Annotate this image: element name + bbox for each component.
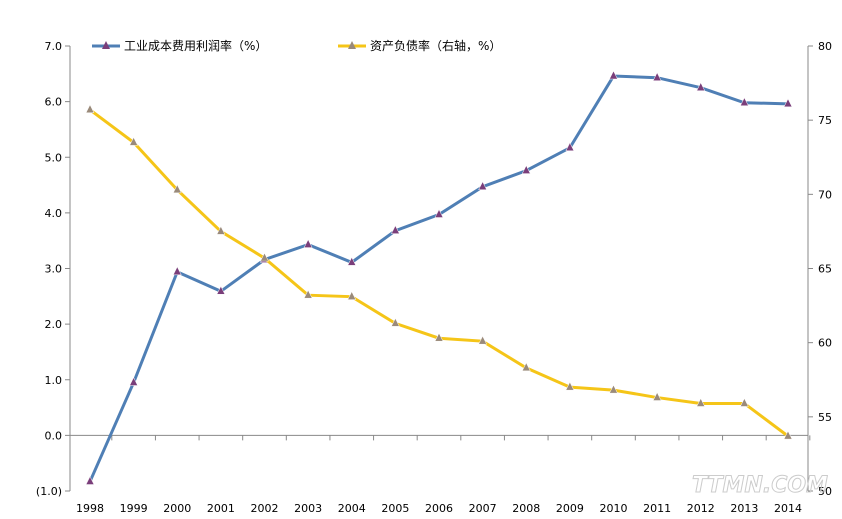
x-tick-label: 2008: [512, 502, 540, 515]
left-tick-label: 2.0: [45, 318, 63, 331]
right-tick-label: 60: [818, 337, 832, 350]
series-line-debt: [89, 108, 789, 438]
x-tick-label: 2014: [774, 502, 802, 515]
data-point-debt: [739, 397, 749, 407]
x-tick-label: 2004: [338, 502, 366, 515]
data-point-profit: [172, 266, 182, 276]
data-point-profit: [478, 181, 488, 190]
data-point-profit: [129, 376, 139, 386]
data-point-profit: [696, 82, 706, 91]
data-point-debt: [172, 184, 182, 194]
left-tick-label: 4.0: [45, 207, 63, 220]
right-tick-label: 50: [818, 485, 832, 498]
right-tick-label: 70: [818, 188, 832, 201]
left-tick-label: 6.0: [45, 96, 63, 109]
x-tick-label: 2001: [207, 502, 235, 515]
x-tick-label: 2000: [163, 502, 191, 515]
x-tick-label: 2010: [600, 502, 628, 515]
data-point-profit: [85, 475, 95, 485]
data-point-profit: [739, 97, 749, 106]
legend-marker-profit: [102, 41, 110, 49]
x-tick-label: 2003: [294, 502, 322, 515]
data-point-debt: [783, 430, 793, 440]
data-point-profit: [609, 70, 618, 80]
x-tick-label: 2013: [730, 502, 758, 515]
data-point-profit: [652, 72, 662, 81]
x-tick-label: 1998: [76, 502, 104, 515]
x-tick-label: 2006: [425, 502, 453, 515]
legend-marker-debt: [348, 41, 356, 49]
x-tick-label: 2009: [556, 502, 584, 515]
series-line-profit: [88, 74, 789, 483]
legend-label-profit: 工业成本费用利润率（%）: [124, 38, 267, 53]
data-point-profit: [216, 285, 226, 295]
data-point-profit: [521, 165, 531, 174]
left-tick-label: (1.0): [36, 485, 62, 498]
data-point-profit: [347, 256, 357, 266]
right-tick-label: 55: [818, 411, 832, 424]
data-point-debt: [652, 391, 662, 401]
data-point-profit: [565, 142, 575, 152]
data-point-profit: [303, 239, 313, 248]
data-point-debt: [434, 332, 444, 342]
data-point-profit: [434, 208, 444, 218]
data-point-debt: [565, 381, 575, 391]
data-point-debt: [521, 362, 531, 372]
x-tick-label: 1999: [120, 502, 148, 515]
watermark: TTMN.COM: [692, 473, 828, 498]
x-tick-label: 2005: [381, 502, 409, 515]
data-point-debt: [696, 397, 706, 407]
data-point-debt: [609, 384, 618, 394]
data-point-profit: [783, 98, 793, 108]
left-tick-label: 3.0: [45, 263, 63, 276]
x-tick-label: 2007: [469, 502, 497, 515]
data-point-debt: [260, 252, 269, 262]
right-tick-label: 75: [818, 114, 832, 127]
x-tick-label: 2012: [687, 502, 715, 515]
left-tick-label: 5.0: [45, 151, 63, 164]
data-point-debt: [85, 104, 95, 114]
x-tick-label: 2002: [251, 502, 279, 515]
left-tick-label: 1.0: [45, 374, 63, 387]
legend-label-debt: 资产负债率（右轴，%）: [370, 38, 501, 53]
data-point-debt: [129, 136, 139, 146]
legend: 工业成本费用利润率（%） 资产负债率（右轴，%）: [92, 38, 501, 53]
data-point-debt: [347, 291, 357, 300]
left-tick-label: 0.0: [45, 429, 63, 442]
data-point-debt: [478, 335, 488, 345]
data-point-debt: [303, 289, 313, 299]
data-point-debt: [390, 317, 400, 327]
right-tick-label: 80: [818, 40, 832, 53]
right-tick-label: 65: [818, 263, 832, 276]
data-point-profit: [390, 225, 400, 234]
data-point-debt: [216, 225, 226, 235]
x-tick-label: 2011: [643, 502, 671, 515]
left-tick-label: 7.0: [45, 40, 63, 53]
